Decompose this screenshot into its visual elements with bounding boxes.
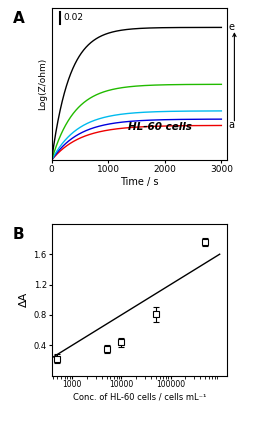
Text: A: A — [13, 11, 25, 27]
Y-axis label: ΔA: ΔA — [19, 292, 29, 307]
X-axis label: Time / s: Time / s — [120, 177, 159, 187]
Y-axis label: Log(Z/ohm): Log(Z/ohm) — [38, 58, 47, 111]
Text: HL-60 cells: HL-60 cells — [128, 122, 192, 132]
X-axis label: Conc. of HL-60 cells / cells mL⁻¹: Conc. of HL-60 cells / cells mL⁻¹ — [73, 392, 206, 401]
Text: B: B — [13, 227, 25, 242]
Text: a: a — [228, 120, 234, 130]
Text: e: e — [228, 22, 234, 32]
Text: 0.02: 0.02 — [64, 14, 84, 22]
